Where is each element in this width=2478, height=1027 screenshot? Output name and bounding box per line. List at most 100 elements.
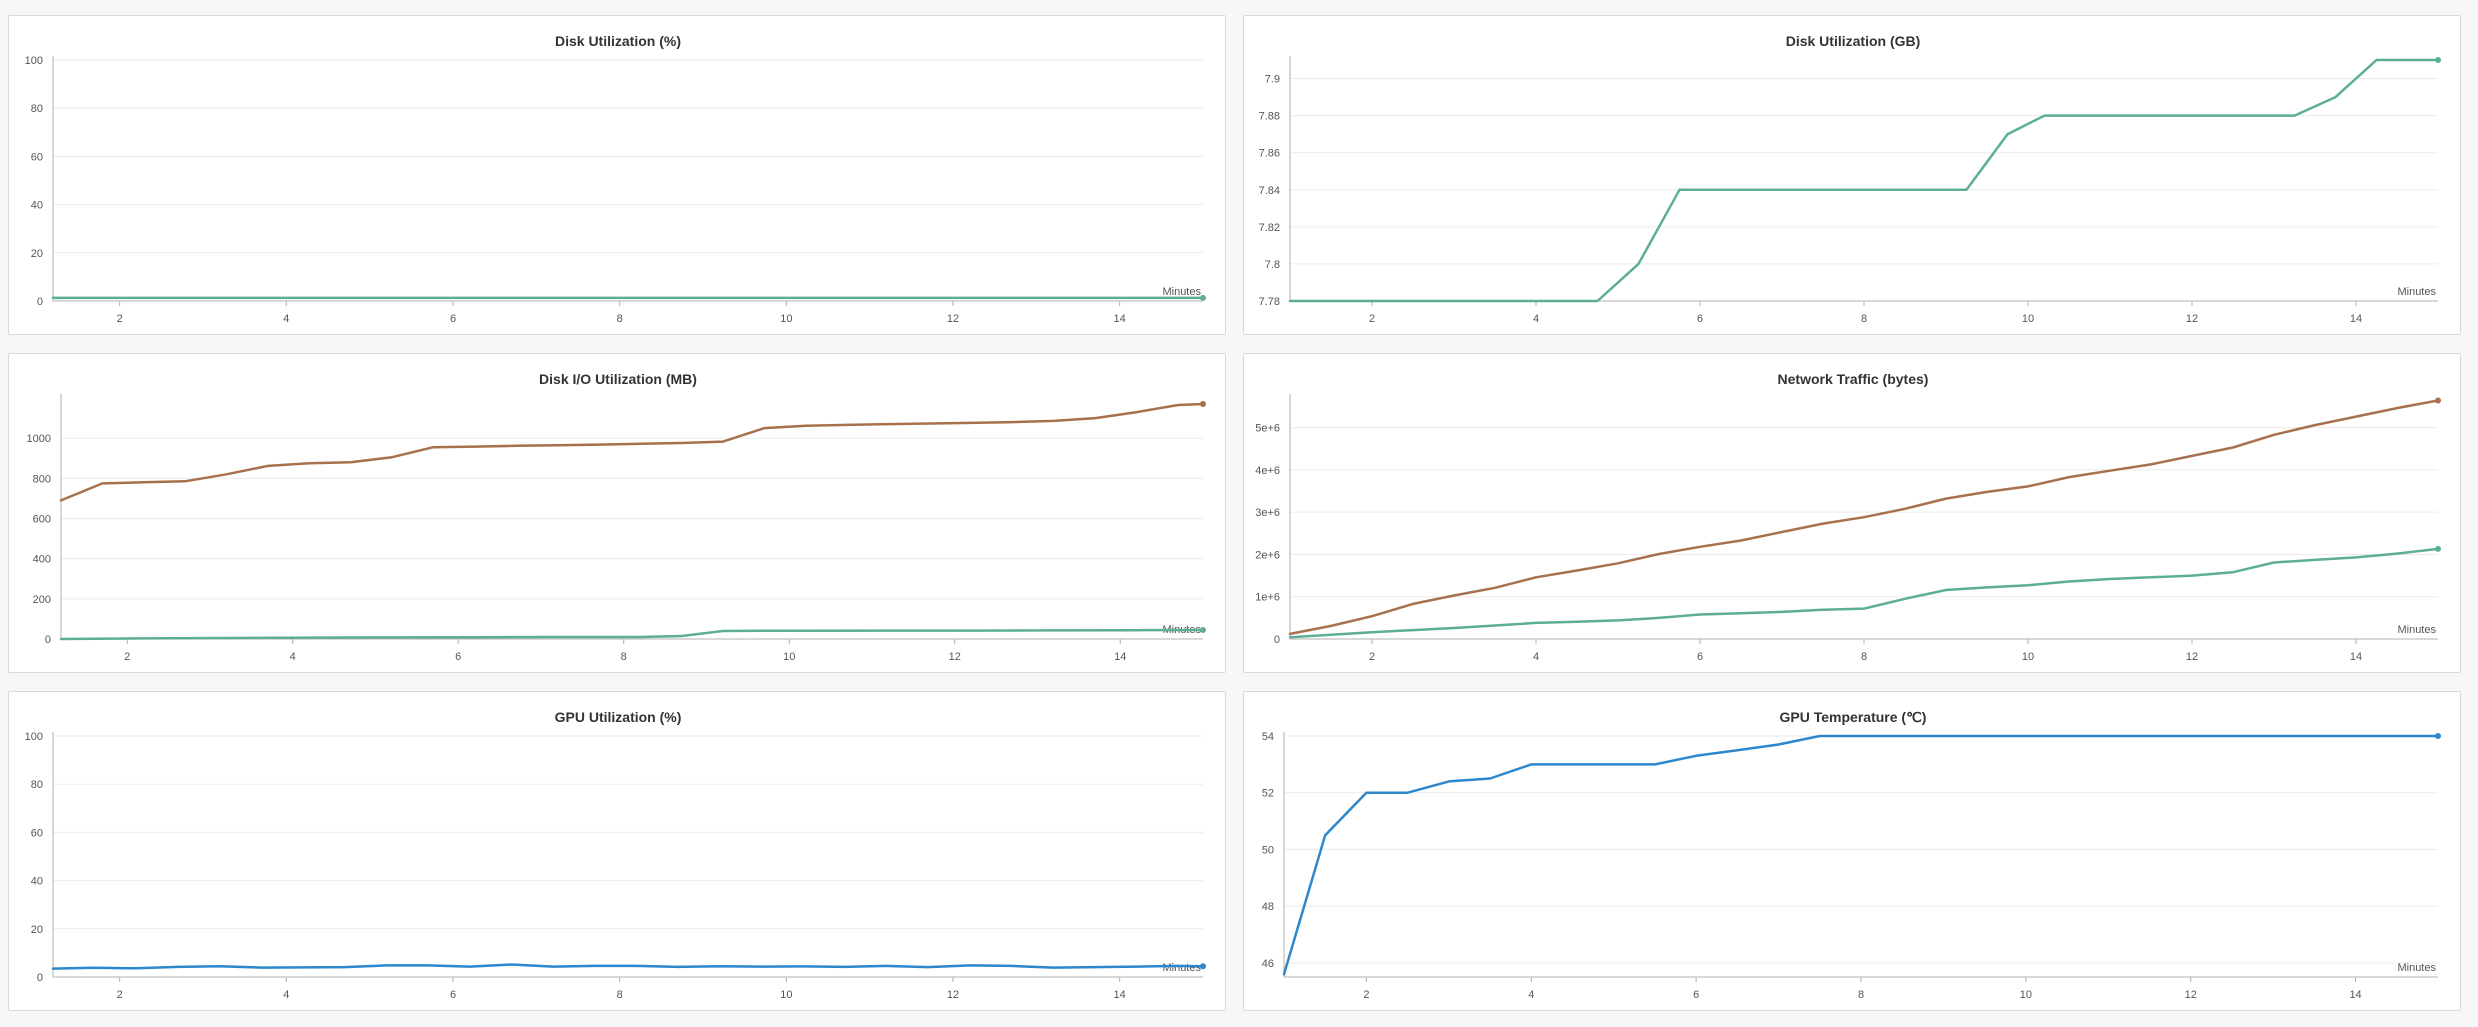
series-1 bbox=[1288, 545, 2441, 639]
chart-title: Disk I/O Utilization (MB) bbox=[539, 371, 697, 387]
y-tick-label: 60 bbox=[31, 827, 43, 839]
data-point bbox=[1200, 963, 1206, 970]
chart-title: Network Traffic (bytes) bbox=[1778, 371, 1929, 387]
chart-disk-util-pct: Disk Utilization (%) 0 20 40 60 80 100 2 4 6 8 10 12… bbox=[25, 33, 1206, 325]
x-axis-label: Minutes bbox=[1162, 962, 1201, 974]
x-tick-label: 10 bbox=[2020, 989, 2032, 1001]
x-tick-label: 14 bbox=[1114, 989, 1126, 1001]
x-tick-label: 10 bbox=[2022, 313, 2034, 325]
x-tick-label: 10 bbox=[783, 651, 795, 663]
y-tick-label: 100 bbox=[25, 55, 43, 67]
x-tick-label: 4 bbox=[1533, 651, 1539, 663]
chart-title: GPU Utilization (%) bbox=[555, 709, 682, 725]
y-tick-label: 0 bbox=[1274, 634, 1280, 646]
x-tick-label: 14 bbox=[2350, 313, 2362, 325]
x-tick-label: 12 bbox=[947, 313, 959, 325]
x-tick-label: 2 bbox=[1369, 313, 1375, 325]
x-tick-label: 4 bbox=[290, 651, 296, 663]
x-tick-label: 14 bbox=[2349, 989, 2361, 1001]
chart-title: Disk Utilization (%) bbox=[555, 33, 681, 49]
y-tick-label: 0 bbox=[45, 634, 51, 646]
x-tick-label: 2 bbox=[1369, 651, 1375, 663]
y-tick-label: 4e+6 bbox=[1255, 465, 1280, 477]
x-tick-label: 6 bbox=[1697, 313, 1703, 325]
y-tick-label: 2e+6 bbox=[1255, 549, 1280, 561]
chart-title: Disk Utilization (GB) bbox=[1786, 33, 1921, 49]
x-tick-label: 6 bbox=[1697, 651, 1703, 663]
data-point bbox=[1200, 294, 1206, 301]
x-tick-label: 10 bbox=[780, 313, 792, 325]
x-tick-label: 2 bbox=[117, 989, 123, 1001]
y-tick-label: 0 bbox=[37, 296, 43, 308]
y-tick-label: 5e+6 bbox=[1255, 423, 1280, 435]
y-tick-label: 3e+6 bbox=[1255, 507, 1280, 519]
y-tick-label: 7.86 bbox=[1259, 148, 1280, 160]
x-tick-label: 6 bbox=[450, 313, 456, 325]
panel-gpu-utilization: GPU Utilization (%) 0 20 40 60 80 100 2 4 6 8 10 12 1… bbox=[8, 691, 1226, 1011]
x-tick-label: 6 bbox=[455, 651, 461, 663]
x-tick-label: 12 bbox=[2186, 313, 2198, 325]
x-axis-label: Minutes bbox=[2397, 624, 2436, 636]
y-tick-label: 54 bbox=[1262, 731, 1274, 743]
series-1 bbox=[59, 627, 1206, 641]
data-point bbox=[1200, 627, 1206, 633]
y-tick-label: 48 bbox=[1262, 901, 1274, 913]
x-tick-label: 8 bbox=[1858, 989, 1864, 1001]
x-tick-label: 12 bbox=[947, 989, 959, 1001]
y-tick-label: 40 bbox=[31, 200, 43, 212]
series-line bbox=[1288, 399, 2440, 636]
chart-disk-util-gb: Disk Utilization (GB) 7.78 7.8 7.82 7.84 7.86… bbox=[1259, 33, 2441, 325]
y-tick-label: 50 bbox=[1262, 844, 1274, 856]
y-tick-label: 40 bbox=[31, 876, 43, 888]
y-tick-label: 1e+6 bbox=[1255, 592, 1280, 604]
panel-disk-io-utilization: Disk I/O Utilization (MB) 0 200 400 600 800 10… bbox=[8, 353, 1226, 673]
y-tick-label: 20 bbox=[31, 924, 43, 936]
x-tick-label: 12 bbox=[949, 651, 961, 663]
series-0 bbox=[1288, 397, 2441, 636]
x-axis-label: Minutes bbox=[2397, 286, 2436, 298]
data-point bbox=[2435, 397, 2441, 404]
y-tick-label: 20 bbox=[31, 248, 43, 260]
x-tick-label: 8 bbox=[617, 313, 623, 325]
chart-gpu-util-pct: GPU Utilization (%) 0 20 40 60 80 100 2 4 6 8 10 12 1… bbox=[25, 709, 1206, 1001]
y-tick-label: 80 bbox=[31, 103, 43, 115]
x-tick-label: 8 bbox=[621, 651, 627, 663]
x-tick-label: 2 bbox=[124, 651, 130, 663]
x-tick-label: 8 bbox=[617, 989, 623, 1001]
y-tick-label: 7.82 bbox=[1259, 222, 1280, 234]
x-tick-label: 14 bbox=[1114, 313, 1126, 325]
panel-disk-utilization-gb: Disk Utilization (GB) 7.78 7.8 7.82 7.84 7.86… bbox=[1243, 15, 2461, 335]
panel-network-traffic: Network Traffic (bytes) 0 1e+6 2e+6 3e+6 4e+6… bbox=[1243, 353, 2461, 673]
series-line bbox=[59, 628, 1205, 641]
x-axis-label: Minutes bbox=[1162, 286, 1201, 298]
chart-network-traffic: Network Traffic (bytes) 0 1e+6 2e+6 3e+6 4e+6… bbox=[1255, 371, 2441, 663]
x-tick-label: 4 bbox=[283, 989, 289, 1001]
x-tick-label: 6 bbox=[450, 989, 456, 1001]
x-tick-label: 4 bbox=[1533, 313, 1539, 325]
chart-title: GPU Temperature (℃) bbox=[1780, 709, 1927, 725]
y-tick-label: 400 bbox=[33, 554, 51, 566]
y-tick-label: 100 bbox=[25, 731, 43, 743]
x-tick-label: 8 bbox=[1861, 651, 1867, 663]
x-tick-label: 12 bbox=[2185, 989, 2197, 1001]
series-line bbox=[51, 963, 1205, 970]
panel-gpu-temperature: GPU Temperature (℃) 46 48 50 52 54 2 4 6 8 10 12 14 M… bbox=[1243, 691, 2461, 1011]
y-tick-label: 200 bbox=[33, 594, 51, 606]
series-0 bbox=[1282, 733, 2441, 976]
x-tick-label: 4 bbox=[1528, 989, 1534, 1001]
series-line bbox=[1288, 58, 2440, 303]
y-tick-label: 7.84 bbox=[1259, 185, 1280, 197]
x-tick-label: 14 bbox=[1114, 651, 1126, 663]
series-0 bbox=[59, 401, 1206, 502]
x-tick-label: 10 bbox=[2022, 651, 2034, 663]
x-tick-label: 14 bbox=[2350, 651, 2362, 663]
y-tick-label: 7.88 bbox=[1259, 111, 1280, 123]
y-tick-label: 600 bbox=[33, 514, 51, 526]
x-tick-label: 4 bbox=[283, 313, 289, 325]
series-line bbox=[1288, 547, 2440, 639]
series-line bbox=[59, 402, 1205, 502]
x-tick-label: 12 bbox=[2186, 651, 2198, 663]
series-line bbox=[1282, 734, 2440, 976]
